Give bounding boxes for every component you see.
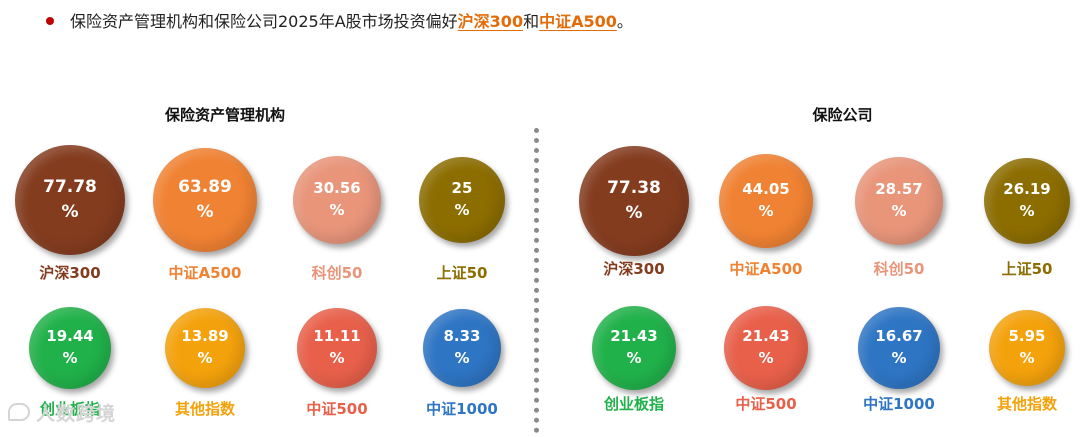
panel-divider [534, 128, 539, 433]
bubble-category-label: 上证50 [436, 264, 488, 282]
bubble-category-label: 其他指数 [174, 400, 235, 418]
bubble-value-label: 28.57% [875, 180, 923, 220]
bubble-category-label: 沪深300 [39, 264, 101, 282]
bubble-科创50: 28.57% [855, 157, 943, 245]
watermark-text: 人数跨境 [36, 402, 117, 425]
bubble-category-label: 科创50 [311, 264, 363, 282]
panel-title-asset-mgmt: 保险资产管理机构 [164, 106, 285, 124]
watermark: 人数跨境 [8, 397, 116, 427]
headline-prefix: 保险资产管理机构和保险公司2025年A股市场投资偏好 [70, 12, 458, 31]
bubble-上证50: 26.19% [983, 157, 1071, 245]
headline-highlight-hs300: 沪深300 [457, 12, 524, 31]
chat-bubble-icon [8, 403, 30, 421]
bubble-category-label: 上证50 [1001, 260, 1053, 278]
bubble-中证1000: 16.67% [858, 307, 940, 389]
bubble-category-label: 中证1000 [863, 395, 935, 413]
bubble-中证1000: 8.33% [423, 309, 501, 387]
bubble-value-label: 8.33% [443, 327, 481, 367]
bubble-value-label: 25% [451, 179, 473, 219]
bubble-value-label: 30.56% [313, 179, 361, 219]
bubble-沪深300: 77.38% [579, 146, 689, 256]
bubble-value-label: 44.05% [742, 180, 790, 220]
bubble-value-label: 63.89% [178, 177, 232, 222]
bubble-category-label: 其他指数 [996, 395, 1057, 413]
bubble-value-label: 16.67% [875, 327, 923, 367]
bubble-中证A500: 44.05% [718, 153, 814, 249]
bubble-其他指数: 13.89% [164, 307, 246, 389]
bubble-创业板指: 21.43% [592, 306, 676, 390]
headline-suffix: 。 [616, 12, 633, 31]
bubble-中证500: 11.11% [297, 308, 377, 388]
bubble-category-label: 科创50 [873, 260, 925, 278]
bubble-category-label: 创业板指 [603, 395, 664, 413]
bubble-category-label: 中证A500 [168, 264, 242, 282]
bubble-category-label: 中证1000 [426, 400, 498, 418]
bubble-value-label: 21.43% [610, 327, 658, 367]
bubble-科创50: 30.56% [292, 155, 382, 245]
bubble-创业板指: 19.44% [28, 306, 112, 390]
bubble-category-label: 沪深300 [603, 260, 665, 278]
bubble-value-label: 11.11% [313, 327, 361, 367]
bubble-上证50: 25% [419, 157, 505, 243]
bubble-value-label: 21.43% [742, 327, 790, 367]
bubble-中证A500: 63.89% [153, 148, 257, 252]
bubble-value-label: 77.78% [43, 177, 97, 222]
bubble-category-label: 创业板指 [39, 400, 100, 418]
bubble-category-label: 中证A500 [729, 260, 803, 278]
bubble-value-label: 13.89% [181, 327, 229, 367]
bubble-category-label: 中证500 [306, 400, 368, 418]
bubble-中证500: 21.43% [724, 306, 808, 390]
headline-highlight-a500: 中证A500 [539, 12, 617, 31]
bubble-value-label: 26.19% [1003, 180, 1051, 220]
bullet-dot-icon [46, 16, 54, 25]
panel-title-insurers: 保险公司 [812, 106, 873, 124]
bubble-其他指数: 5.95% [988, 309, 1066, 387]
bubble-category-label: 中证500 [735, 395, 797, 413]
bubble-沪深300: 77.78% [15, 145, 125, 255]
bubble-value-label: 5.95% [1008, 327, 1046, 367]
headline: 保险资产管理机构和保险公司2025年A股市场投资偏好沪深300和中证A500。 [46, 9, 1066, 35]
bubble-value-label: 77.38% [607, 178, 661, 223]
bubble-value-label: 19.44% [46, 327, 94, 367]
headline-mid: 和 [523, 12, 540, 31]
